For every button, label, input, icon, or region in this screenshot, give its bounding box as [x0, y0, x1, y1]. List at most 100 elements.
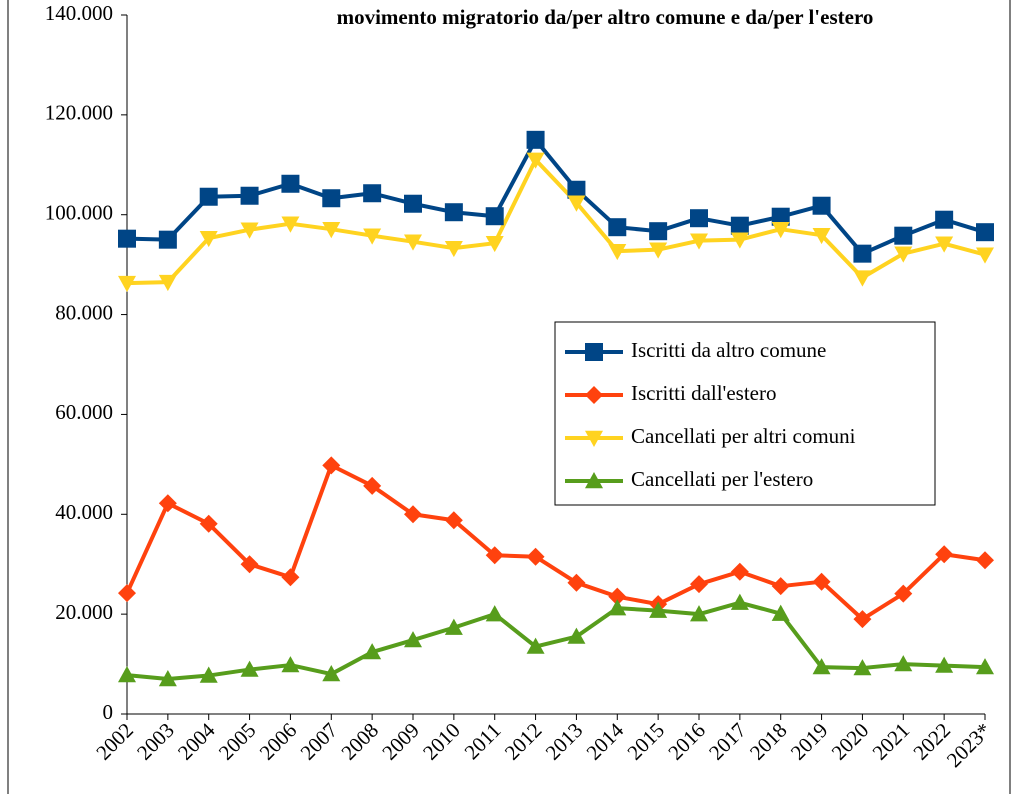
- legend-marker: [585, 343, 603, 361]
- x-tick-label: 2018: [745, 718, 792, 765]
- data-point: [240, 555, 259, 574]
- data-point: [363, 476, 382, 495]
- x-tick-label: 2019: [786, 718, 833, 765]
- x-tick-label: 2005: [214, 718, 261, 765]
- data-point: [485, 546, 504, 565]
- data-point: [281, 216, 300, 233]
- data-point: [526, 130, 545, 149]
- data-point: [771, 604, 790, 621]
- x-tick-label: 2023*: [942, 718, 996, 772]
- data-point: [444, 618, 463, 635]
- data-point: [404, 234, 422, 251]
- data-point: [199, 514, 218, 533]
- x-tick-label: 2004: [173, 718, 220, 765]
- data-point: [853, 244, 872, 263]
- x-tick-label: 2012: [500, 718, 547, 765]
- y-tick-label: 0: [103, 700, 114, 724]
- data-point: [118, 584, 136, 603]
- series-line: [126, 137, 986, 256]
- y-tick-label: 100.000: [45, 201, 113, 225]
- data-point: [567, 627, 586, 644]
- y-tick-label: 40.000: [55, 500, 113, 524]
- data-point: [690, 575, 708, 594]
- data-point: [730, 232, 749, 249]
- y-tick-label: 60.000: [55, 400, 113, 424]
- data-point: [935, 210, 954, 229]
- data-point: [322, 189, 341, 208]
- data-point: [853, 270, 872, 287]
- data-point: [730, 562, 749, 581]
- data-point: [649, 601, 668, 618]
- data-point: [158, 494, 177, 513]
- y-tick-label: 140.000: [45, 1, 113, 25]
- data-point: [363, 184, 382, 203]
- data-point: [812, 658, 831, 675]
- data-point: [771, 221, 790, 239]
- legend-label: Iscritti da altro comune: [631, 338, 826, 362]
- data-point: [322, 665, 341, 682]
- data-point: [363, 643, 382, 660]
- x-tick-label: 2013: [541, 718, 588, 765]
- x-tick-label: 2003: [132, 718, 179, 765]
- data-point: [690, 233, 708, 250]
- x-tick-label: 2009: [377, 718, 424, 765]
- data-point: [608, 218, 627, 237]
- data-point: [240, 186, 259, 205]
- x-tick-label: 2008: [336, 718, 383, 765]
- data-point: [935, 236, 954, 253]
- data-point: [485, 207, 504, 226]
- data-point: [649, 242, 668, 259]
- data-point: [608, 599, 627, 616]
- data-point: [444, 203, 463, 222]
- x-tick-label: 2020: [827, 718, 874, 765]
- legend-marker: [585, 472, 603, 489]
- series-line: [126, 600, 986, 682]
- legend-marker: [585, 430, 603, 447]
- data-point: [976, 551, 994, 570]
- data-point: [935, 656, 954, 673]
- data-point: [322, 221, 341, 239]
- data-point: [894, 655, 913, 672]
- data-point: [444, 240, 463, 258]
- x-tick-label: 2002: [91, 718, 138, 765]
- data-point: [812, 572, 831, 591]
- x-tick-label: 2006: [255, 718, 302, 765]
- data-point: [608, 243, 627, 261]
- data-point: [118, 666, 136, 683]
- data-point: [894, 584, 913, 603]
- data-point: [976, 658, 994, 675]
- chart-title: movimento migratorio da/per altro comune…: [337, 5, 874, 29]
- series-line: [125, 463, 986, 622]
- series-line: [126, 157, 986, 286]
- x-tick-label: 2014: [582, 718, 629, 765]
- x-tick-label: 2010: [418, 718, 465, 765]
- data-point: [526, 152, 545, 169]
- data-point: [485, 235, 504, 253]
- y-tick-label: 20.000: [55, 600, 113, 624]
- data-point: [526, 637, 545, 654]
- data-point: [118, 275, 136, 293]
- data-point: [567, 195, 586, 212]
- data-point: [199, 666, 218, 683]
- data-point: [526, 547, 545, 566]
- data-point: [363, 228, 382, 245]
- data-point: [771, 207, 790, 226]
- x-tick-label: 2007: [296, 718, 343, 765]
- data-point: [812, 227, 831, 245]
- data-point: [894, 226, 913, 245]
- data-point: [281, 568, 300, 587]
- data-point: [404, 194, 422, 213]
- legend-label: Cancellati per altri comuni: [631, 424, 856, 448]
- data-point: [894, 246, 913, 263]
- data-point: [158, 274, 177, 292]
- data-point: [730, 593, 749, 610]
- y-tick-label: 120.000: [45, 101, 113, 125]
- legend-label: Cancellati per l'estero: [631, 467, 813, 491]
- x-tick-label: 2016: [663, 718, 710, 765]
- data-point: [976, 223, 994, 242]
- data-point: [935, 545, 954, 564]
- data-point: [567, 180, 586, 199]
- data-point: [281, 174, 300, 193]
- data-point: [199, 230, 218, 248]
